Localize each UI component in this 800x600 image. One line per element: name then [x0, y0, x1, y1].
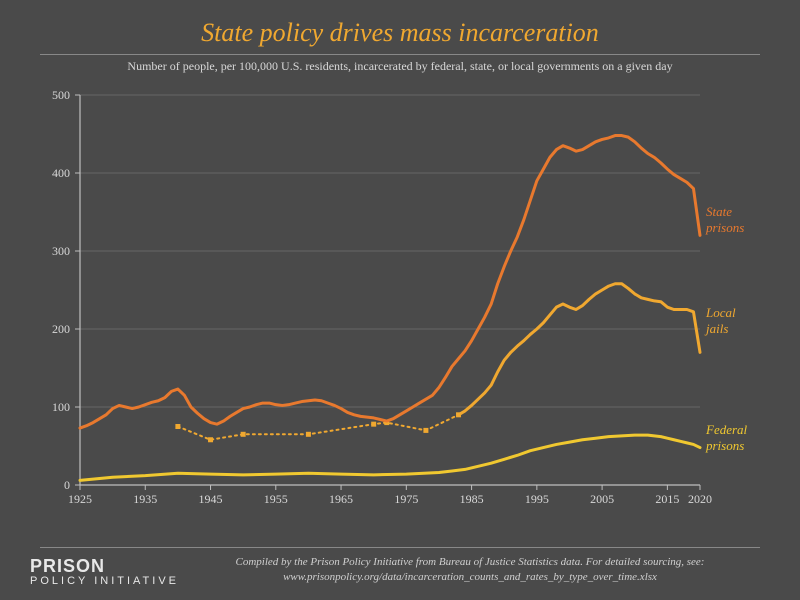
svg-text:0: 0 [64, 478, 70, 492]
divider-bottom [40, 547, 760, 548]
logo-line2: POLICY INITIATIVE [30, 576, 179, 586]
svg-text:400: 400 [52, 166, 70, 180]
svg-text:1965: 1965 [329, 492, 353, 506]
chart-area: 0 100 200 300 400 500 1925 1935 1945 1955 1965 1975… [30, 85, 770, 515]
svg-text:1985: 1985 [460, 492, 484, 506]
svg-text:Federal: Federal [705, 422, 748, 437]
svg-text:prisons: prisons [705, 438, 744, 453]
svg-text:1955: 1955 [264, 492, 288, 506]
svg-text:300: 300 [52, 244, 70, 258]
svg-text:jails: jails [704, 321, 728, 336]
svg-text:2005: 2005 [590, 492, 614, 506]
svg-text:1925: 1925 [68, 492, 92, 506]
svg-text:100: 100 [52, 400, 70, 414]
svg-text:1995: 1995 [525, 492, 549, 506]
svg-text:1945: 1945 [199, 492, 223, 506]
svg-text:Local: Local [705, 305, 736, 320]
logo-line1: PRISON [30, 558, 179, 575]
svg-text:500: 500 [52, 88, 70, 102]
svg-text:2020: 2020 [688, 492, 712, 506]
svg-text:1975: 1975 [394, 492, 418, 506]
svg-text:200: 200 [52, 322, 70, 336]
chart-subtitle: Number of people, per 100,000 U.S. resid… [0, 55, 800, 74]
chart-title: State policy drives mass incarceration [0, 0, 800, 48]
svg-text:State: State [706, 204, 732, 219]
svg-text:prisons: prisons [705, 220, 744, 235]
svg-text:1935: 1935 [133, 492, 157, 506]
svg-text:2015: 2015 [655, 492, 679, 506]
line-chart-svg: 0 100 200 300 400 500 1925 1935 1945 1955 1965 1975… [30, 85, 770, 515]
org-logo: PRISON POLICY INITIATIVE [30, 558, 179, 586]
footer-attribution: Compiled by the Prison Policy Initiative… [170, 555, 770, 584]
